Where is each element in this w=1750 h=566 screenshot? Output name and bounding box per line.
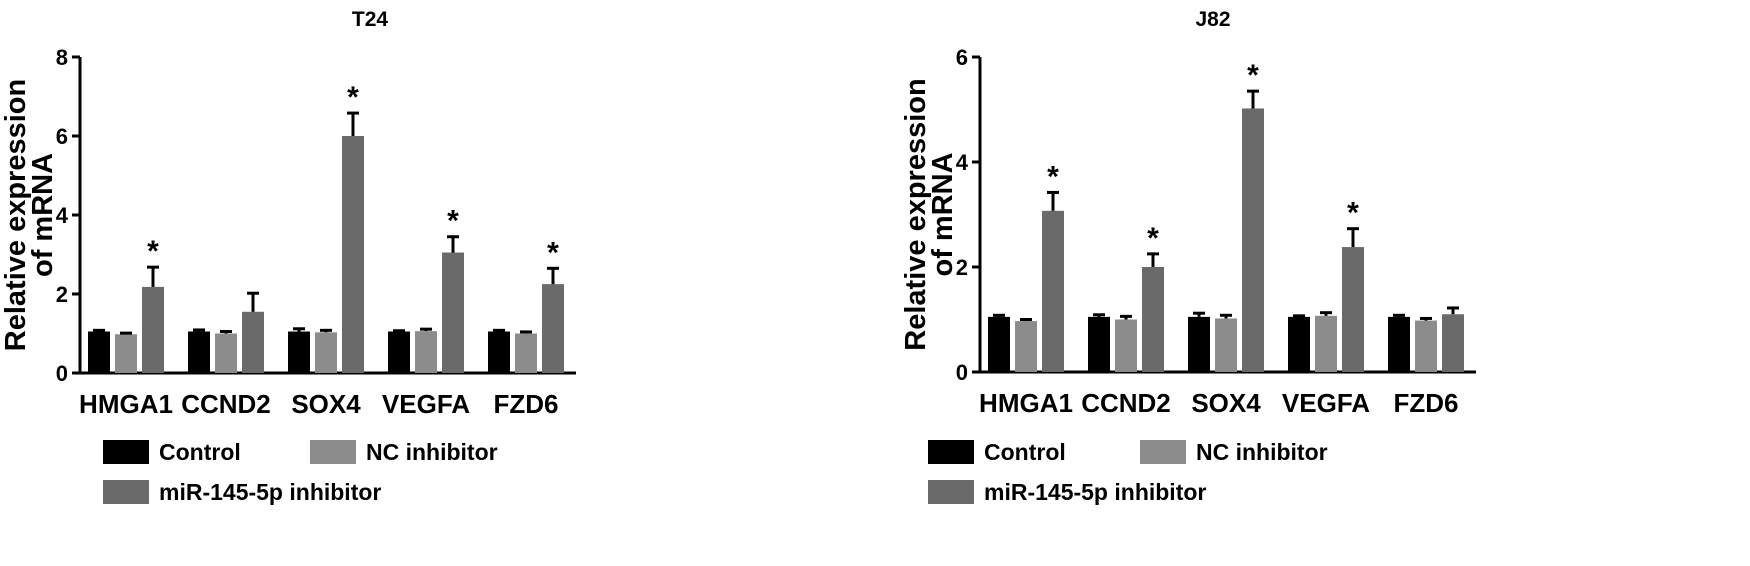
- x-tick-label: FZD6: [1394, 388, 1459, 418]
- y-tick-label: 8: [56, 45, 68, 70]
- y-tick-label: 0: [956, 360, 968, 385]
- bar-control-sox4: [288, 331, 310, 373]
- bar-mir-145-5p-inhibitor-fzd6: [542, 284, 564, 373]
- legend-label: Control: [984, 439, 1066, 465]
- y-tick-label: 0: [56, 361, 68, 386]
- bar-mir-145-5p-inhibitor-vegfa: [1342, 247, 1364, 372]
- significance-marker: *: [547, 236, 559, 269]
- bar-nc-inhibitor-ccnd2: [215, 333, 237, 373]
- legend-label: NC inhibitor: [1196, 439, 1328, 465]
- significance-marker: *: [1347, 197, 1359, 230]
- bar-nc-inhibitor-vegfa: [415, 331, 437, 373]
- bar-control-fzd6: [1388, 316, 1410, 372]
- bar-control-ccnd2: [188, 331, 210, 373]
- bar-nc-inhibitor-fzd6: [1415, 320, 1437, 372]
- bar-control-sox4: [1188, 316, 1210, 372]
- bar-control-fzd6: [488, 331, 510, 373]
- legend-label: Control: [159, 439, 241, 465]
- bar-control-ccnd2: [1088, 316, 1110, 372]
- y-axis-label: Relative expression: [900, 78, 932, 350]
- x-tick-label: VEGFA: [1282, 388, 1370, 418]
- legend-swatch: [1140, 440, 1186, 464]
- bar-mir-145-5p-inhibitor-sox4: [342, 136, 364, 373]
- y-axis-label: of mRNA: [927, 152, 959, 276]
- legend-label: NC inhibitor: [366, 439, 498, 465]
- bar-nc-inhibitor-ccnd2: [1115, 319, 1137, 372]
- bar-mir-145-5p-inhibitor-sox4: [1242, 108, 1264, 372]
- significance-marker: *: [1147, 222, 1159, 255]
- bar-nc-inhibitor-sox4: [1215, 318, 1237, 372]
- bar-control-vegfa: [388, 331, 410, 373]
- significance-marker: *: [1247, 59, 1259, 92]
- legend-swatch: [928, 440, 974, 464]
- y-tick-label: 2: [956, 255, 968, 280]
- legend-label: miR-145-5p inhibitor: [159, 479, 381, 505]
- legend-swatch: [310, 440, 356, 464]
- y-tick-label: 6: [56, 124, 68, 149]
- bar-nc-inhibitor-fzd6: [515, 333, 537, 373]
- chart-title: T24: [352, 8, 389, 31]
- y-axis-label: Relative expression: [0, 79, 32, 351]
- bar-mir-145-5p-inhibitor-fzd6: [1442, 314, 1464, 372]
- significance-marker: *: [447, 205, 459, 238]
- legend-swatch: [103, 480, 149, 504]
- bar-mir-145-5p-inhibitor-ccnd2: [242, 311, 264, 373]
- legend-swatch: [103, 440, 149, 464]
- bar-nc-inhibitor-hmga1: [115, 334, 137, 373]
- significance-marker: *: [147, 235, 159, 268]
- bar-nc-inhibitor-hmga1: [1015, 321, 1037, 372]
- legend-swatch: [928, 480, 974, 504]
- significance-marker: *: [347, 81, 359, 114]
- y-tick-label: 4: [956, 150, 969, 175]
- legend-label: miR-145-5p inhibitor: [984, 479, 1206, 505]
- y-tick-label: 4: [56, 203, 69, 228]
- bar-nc-inhibitor-vegfa: [1315, 315, 1337, 372]
- bar-mir-145-5p-inhibitor-hmga1: [142, 286, 164, 373]
- x-tick-label: SOX4: [291, 389, 361, 419]
- x-tick-label: HMGA1: [79, 389, 173, 419]
- bar-control-hmga1: [988, 316, 1010, 372]
- x-tick-label: SOX4: [1191, 388, 1261, 418]
- bar-control-vegfa: [1288, 316, 1310, 372]
- x-tick-label: FZD6: [494, 389, 559, 419]
- bar-control-hmga1: [88, 331, 110, 373]
- x-tick-label: CCND2: [1081, 388, 1171, 418]
- x-tick-label: CCND2: [181, 389, 271, 419]
- bar-mir-145-5p-inhibitor-vegfa: [442, 252, 464, 373]
- bar-mir-145-5p-inhibitor-hmga1: [1042, 210, 1064, 372]
- bar-mir-145-5p-inhibitor-ccnd2: [1142, 267, 1164, 372]
- y-tick-label: 2: [56, 282, 68, 307]
- y-axis-label: of mRNA: [27, 153, 59, 277]
- x-tick-label: HMGA1: [979, 388, 1073, 418]
- chart-title: J82: [1195, 8, 1230, 31]
- y-tick-label: 6: [956, 45, 968, 70]
- bar-nc-inhibitor-sox4: [315, 332, 337, 373]
- significance-marker: *: [1047, 160, 1059, 193]
- x-tick-label: VEGFA: [382, 389, 470, 419]
